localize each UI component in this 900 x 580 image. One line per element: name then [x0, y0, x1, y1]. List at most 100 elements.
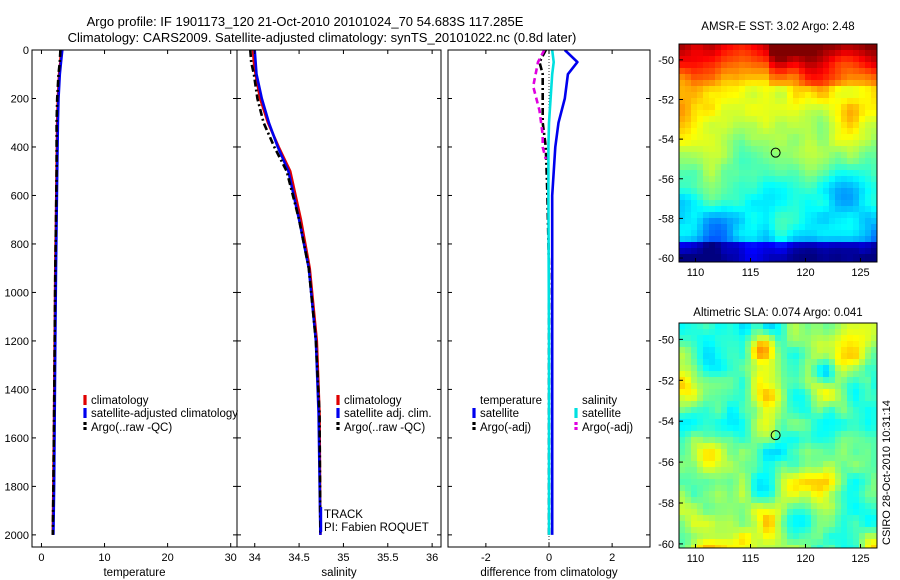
sla_map-cell — [679, 431, 685, 437]
sst_map-cell — [805, 224, 811, 230]
sla_map-cell — [823, 401, 829, 407]
sla_map-cell — [733, 377, 739, 383]
sst_map-cell — [775, 170, 781, 176]
sst_map-cell — [781, 74, 787, 80]
sst_map-cell — [739, 260, 745, 262]
sst_map-cell — [721, 86, 727, 92]
sst_map-cell — [811, 260, 817, 262]
sst_map-cell — [703, 56, 709, 62]
sst_map-cell — [745, 194, 751, 200]
sst_map-cell — [691, 68, 697, 74]
sla_map-cell — [745, 419, 751, 425]
sst_map-cell — [823, 146, 829, 152]
sla_map-cell — [727, 341, 733, 347]
sst_map-cell — [847, 44, 853, 50]
sst_map-cell — [823, 104, 829, 110]
sst_map-cell — [829, 158, 835, 164]
sst_map-cell — [817, 170, 823, 176]
sst_map-cell — [751, 86, 757, 92]
sst_map-cell — [781, 254, 787, 260]
sla_map-cell — [781, 341, 787, 347]
sla_map-cell — [829, 533, 835, 539]
sla_map-cell — [775, 479, 781, 485]
sst_map-cell — [865, 200, 871, 206]
sst_map-cell — [805, 50, 811, 56]
sst_map-cell — [847, 80, 853, 86]
sla_map-cell — [823, 545, 829, 548]
sla_map-cell — [841, 455, 847, 461]
sla_map-cell — [703, 419, 709, 425]
sla_map-cell — [733, 461, 739, 467]
sla_map-cell — [697, 545, 703, 548]
sla_map-cell — [853, 359, 859, 365]
sst_map-cell — [685, 140, 691, 146]
sla_map-cell — [871, 443, 877, 449]
sla_map-cell — [799, 503, 805, 509]
sla_map-cell — [841, 485, 847, 491]
sst_map-cell — [865, 80, 871, 86]
sla_map-cell — [811, 545, 817, 548]
sla_map-cell — [727, 545, 733, 548]
sst_map-cell — [745, 92, 751, 98]
sla_map-cell — [727, 515, 733, 521]
sst_map-cell — [769, 158, 775, 164]
sst_map-cell — [799, 128, 805, 134]
sla_map-cell — [721, 527, 727, 533]
sst_map-cell — [787, 236, 793, 242]
sst_map-cell — [793, 158, 799, 164]
sla_map-cell — [739, 407, 745, 413]
sst_map-cell — [679, 254, 685, 260]
sla_map-cell — [715, 461, 721, 467]
sla_map-cell — [865, 395, 871, 401]
sst_map-cell — [823, 98, 829, 104]
sla_map-cell — [835, 515, 841, 521]
sla_map-cell — [865, 533, 871, 539]
sst_map-cell — [703, 200, 709, 206]
sst_map-cell — [811, 128, 817, 134]
sla_map-cell — [697, 329, 703, 335]
sst_map-cell — [745, 110, 751, 116]
sla_map-cell — [799, 407, 805, 413]
sst_map-cell — [757, 176, 763, 182]
sla_map-cell — [841, 425, 847, 431]
sla_map-cell — [697, 407, 703, 413]
sla_map-cell — [799, 431, 805, 437]
sst_map-cell — [685, 92, 691, 98]
sla_map-cell — [721, 437, 727, 443]
sst_map-cell — [859, 104, 865, 110]
sla_map-cell — [805, 431, 811, 437]
sst_map-cell — [757, 260, 763, 262]
sla_map-cell — [727, 383, 733, 389]
sst_map-cell — [835, 86, 841, 92]
sst_map-cell — [757, 128, 763, 134]
sst_map-cell — [721, 104, 727, 110]
sst_map-cell — [721, 146, 727, 152]
sst_map-cell — [811, 230, 817, 236]
sla_map-cell — [793, 383, 799, 389]
sla_map-cell — [751, 335, 757, 341]
sst_map-cell — [751, 182, 757, 188]
sst_map-cell — [679, 188, 685, 194]
sla_map-cell — [721, 401, 727, 407]
sst_map-cell — [829, 170, 835, 176]
sst_map-cell — [739, 254, 745, 260]
sla_map-cell — [775, 419, 781, 425]
sst_map-cell — [697, 74, 703, 80]
sla_map-cell — [745, 527, 751, 533]
sla_map-cell — [865, 365, 871, 371]
sst_map-cell — [829, 182, 835, 188]
sst_map-cell — [727, 194, 733, 200]
sst_map-cell — [835, 140, 841, 146]
sla_map-cell — [775, 425, 781, 431]
sst_map-cell — [751, 212, 757, 218]
sla_map-cell — [823, 335, 829, 341]
sst_map-cell — [799, 194, 805, 200]
sst_map-cell — [859, 128, 865, 134]
sst_map-cell — [841, 158, 847, 164]
sst_map-cell — [769, 50, 775, 56]
sst_map-cell — [697, 170, 703, 176]
sst_map-cell — [829, 98, 835, 104]
sst_map-cell — [817, 224, 823, 230]
sst_map-cell — [763, 164, 769, 170]
sla_map-cell — [805, 365, 811, 371]
